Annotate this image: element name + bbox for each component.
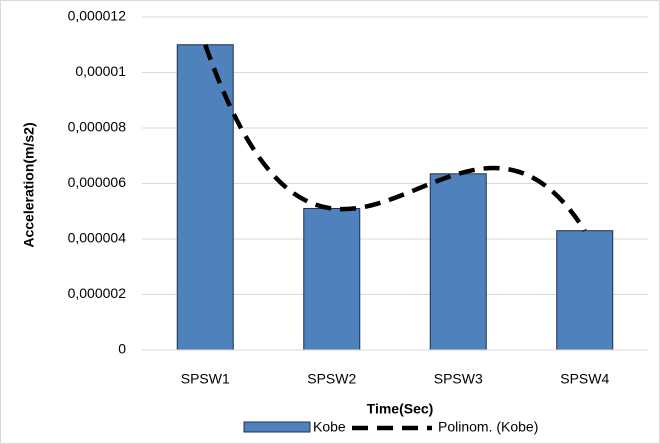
y-tick-label: 0,000006 bbox=[68, 174, 127, 190]
y-axis-title: Acceleration(m/s2) bbox=[21, 122, 37, 247]
bar bbox=[176, 44, 234, 351]
y-tick-label: 0,00001 bbox=[75, 63, 126, 79]
y-tick-label: 0,000004 bbox=[68, 230, 127, 246]
trendline bbox=[203, 44, 587, 232]
x-tick-label: SPSW1 bbox=[181, 371, 230, 387]
x-tick-label: SPSW3 bbox=[434, 371, 483, 387]
y-tick-label: 0 bbox=[118, 341, 126, 357]
y-tick-label: 0,000012 bbox=[68, 8, 127, 24]
y-tick-label: 0,000008 bbox=[68, 119, 127, 135]
x-axis-title: Time(Sec) bbox=[367, 401, 434, 417]
legend-label: Polinom. (Kobe) bbox=[438, 419, 538, 435]
legend-swatch bbox=[243, 421, 311, 433]
x-tick-label: SPSW2 bbox=[307, 371, 356, 387]
bar bbox=[303, 207, 361, 351]
y-tick-label: 0,000002 bbox=[68, 285, 127, 301]
x-tick-label: SPSW4 bbox=[560, 371, 609, 387]
bar bbox=[429, 173, 487, 351]
bar bbox=[556, 230, 614, 351]
legend-label: Kobe bbox=[313, 419, 346, 435]
